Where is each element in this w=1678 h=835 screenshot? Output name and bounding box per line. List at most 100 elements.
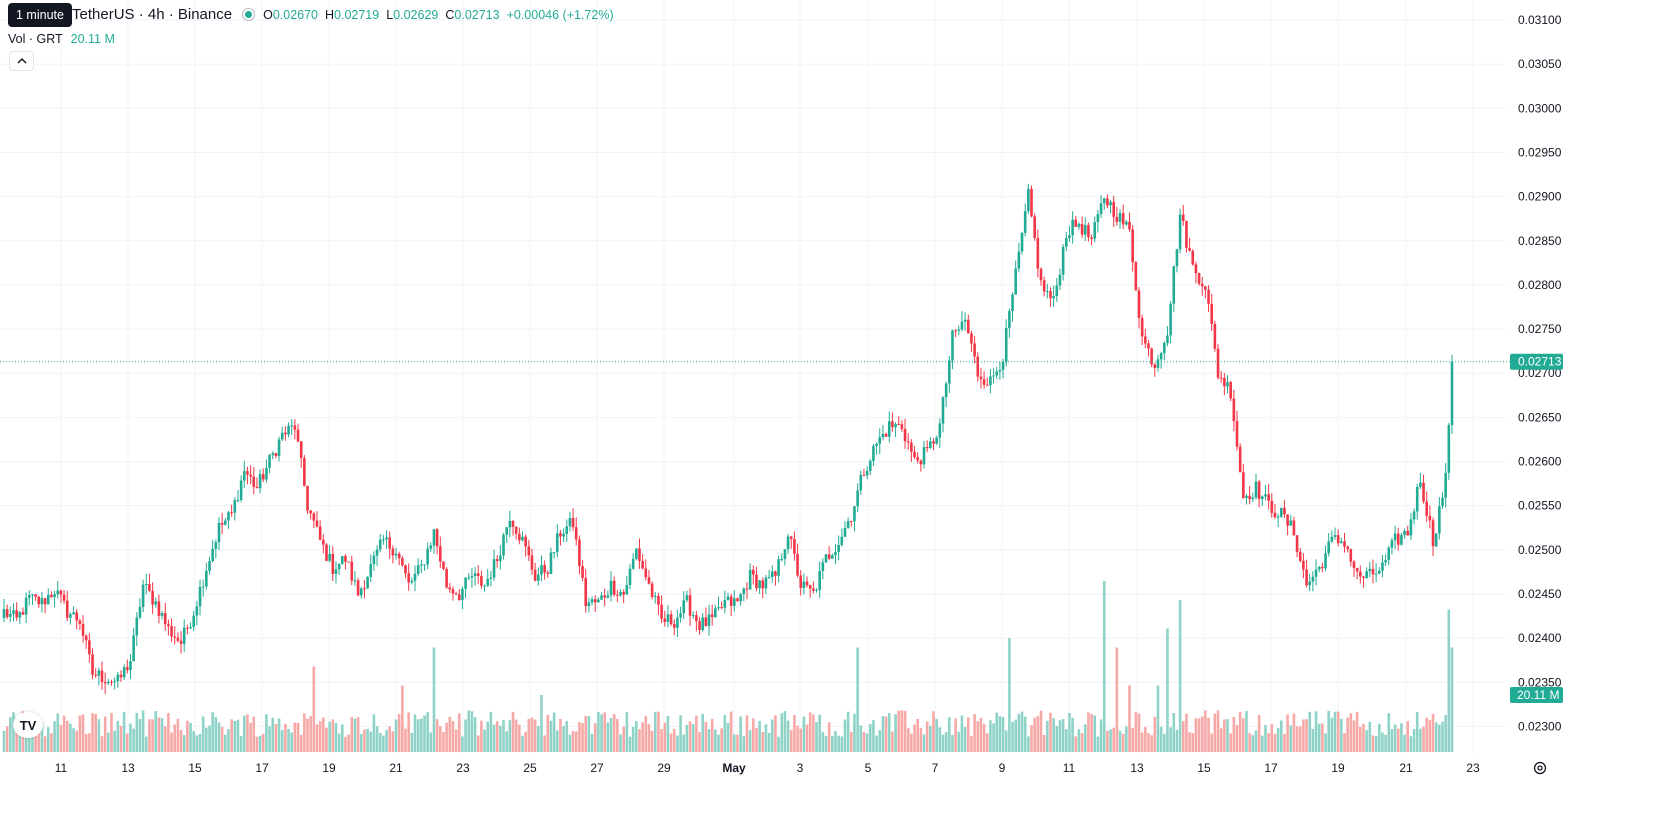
volume-bar bbox=[148, 719, 151, 752]
volume-bar bbox=[1267, 733, 1270, 752]
candle-body bbox=[672, 624, 676, 628]
volume-bar bbox=[1087, 712, 1090, 752]
volume-bar bbox=[1106, 730, 1109, 752]
candle-body bbox=[682, 600, 686, 614]
volume-bar bbox=[37, 724, 41, 752]
volume-bar bbox=[846, 711, 850, 752]
volume-bar bbox=[543, 735, 546, 752]
volume-bar bbox=[824, 735, 828, 752]
candle-body bbox=[1178, 214, 1182, 250]
candle-body bbox=[1058, 274, 1062, 286]
candle-body bbox=[590, 599, 594, 603]
candle-body bbox=[189, 626, 192, 629]
volume-bar bbox=[793, 714, 796, 752]
candle-body bbox=[1248, 495, 1251, 500]
volume-bar bbox=[818, 714, 821, 752]
volume-bar bbox=[527, 718, 531, 752]
volume-bar bbox=[935, 718, 938, 752]
candle-body bbox=[1200, 283, 1204, 287]
tradingview-logo[interactable]: TV bbox=[13, 712, 43, 738]
volume-bar bbox=[119, 725, 123, 752]
candle-body bbox=[138, 606, 142, 618]
volume-bar bbox=[925, 721, 929, 752]
candle-body bbox=[891, 421, 894, 428]
market-status-icon[interactable] bbox=[242, 8, 256, 21]
volume-bar bbox=[875, 735, 878, 752]
candle-body bbox=[1077, 223, 1081, 227]
volume-bar bbox=[211, 712, 214, 752]
candle-body bbox=[328, 553, 331, 561]
volume-bar bbox=[448, 716, 452, 752]
volume-label[interactable]: Vol · GRT bbox=[8, 32, 63, 46]
volume-bar bbox=[1219, 728, 1223, 752]
volume-bar bbox=[470, 711, 474, 752]
candle-body bbox=[1229, 382, 1232, 399]
volume-bar bbox=[1254, 730, 1258, 752]
candle-body bbox=[865, 470, 869, 476]
volume-bar bbox=[435, 719, 439, 752]
volume-bar bbox=[1121, 733, 1125, 752]
candle-body bbox=[394, 553, 398, 556]
volume-bar bbox=[1365, 729, 1368, 752]
symbol-title[interactable]: TetherUS · 4h · Binance bbox=[72, 6, 233, 23]
volume-bar bbox=[97, 719, 101, 752]
candle-body bbox=[31, 594, 34, 596]
volume-bar bbox=[1447, 609, 1451, 752]
candle-body bbox=[546, 572, 550, 574]
volume-bar bbox=[1359, 726, 1362, 752]
gear-icon[interactable] bbox=[1532, 760, 1548, 776]
volume-bar bbox=[985, 733, 989, 752]
candle-body bbox=[18, 612, 22, 618]
volume-bar bbox=[537, 725, 540, 752]
candle-body bbox=[12, 610, 15, 614]
candle-body bbox=[144, 584, 148, 586]
candle-body bbox=[1330, 536, 1334, 542]
x-tick-label: 21 bbox=[389, 761, 403, 775]
candle-body bbox=[1283, 507, 1286, 515]
x-tick-label: 11 bbox=[55, 761, 68, 775]
volume-bar bbox=[549, 720, 553, 752]
volume-bar bbox=[1023, 716, 1027, 752]
volume-bar bbox=[1422, 726, 1425, 752]
volume-bar bbox=[511, 711, 515, 752]
candle-body bbox=[88, 640, 91, 655]
candle-body bbox=[827, 554, 831, 559]
candle-body bbox=[363, 588, 366, 590]
volume-bar bbox=[1314, 711, 1318, 752]
candle-body bbox=[998, 370, 1002, 372]
candle-body bbox=[154, 601, 158, 605]
volume-bar bbox=[628, 736, 632, 752]
volume-bar bbox=[170, 732, 173, 752]
candle-body bbox=[78, 620, 82, 624]
candle-body bbox=[170, 626, 173, 637]
volume-bar bbox=[81, 714, 85, 752]
candle-body bbox=[552, 552, 556, 554]
candle-body bbox=[1039, 268, 1043, 281]
volume-value: 20.11 M bbox=[70, 32, 115, 46]
volume-bar bbox=[318, 721, 322, 752]
candle-body bbox=[780, 558, 784, 560]
candle-body bbox=[1042, 280, 1046, 292]
candle-body bbox=[119, 674, 123, 678]
volume-bar bbox=[1172, 713, 1176, 752]
candle-body bbox=[65, 600, 69, 618]
candle-body bbox=[116, 674, 120, 682]
volume-bar bbox=[1434, 722, 1438, 752]
volume-bar bbox=[1144, 726, 1147, 752]
volume-bar bbox=[919, 728, 923, 752]
candle-body bbox=[1390, 540, 1394, 548]
candle-body bbox=[407, 573, 410, 583]
candle-body bbox=[1131, 229, 1134, 263]
x-tick-label: 9 bbox=[999, 761, 1006, 775]
volume-bar bbox=[590, 733, 594, 752]
candle-body bbox=[834, 551, 837, 556]
candle-body bbox=[527, 546, 531, 556]
x-tick-label: 5 bbox=[865, 761, 872, 775]
collapse-legend-button[interactable] bbox=[9, 51, 34, 71]
candle-body bbox=[103, 681, 107, 684]
candle-body bbox=[271, 453, 275, 456]
volume-bar bbox=[562, 726, 565, 752]
candle-body bbox=[1166, 335, 1169, 343]
candle-body bbox=[669, 614, 673, 625]
